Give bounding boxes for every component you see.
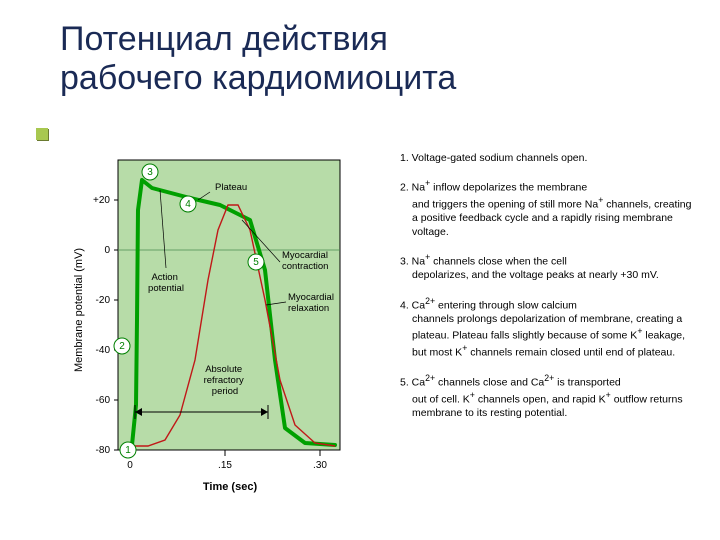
legend-text: 1. Voltage-gated sodium channels open. 2…: [400, 152, 700, 433]
svg-text:3: 3: [147, 167, 153, 178]
svg-text:Myocardial contraction: Myocardial contraction: [282, 250, 331, 272]
note-5: 5. Ca2+ channels close and Ca2+ is trans…: [400, 373, 700, 420]
svg-text:4: 4: [185, 199, 191, 210]
slide-bullet: [36, 128, 48, 140]
svg-text:.15: .15: [218, 460, 232, 471]
svg-text:Plateau: Plateau: [215, 182, 247, 193]
note-4: 4. Ca2+ entering through slow calciumcha…: [400, 296, 700, 360]
svg-text:-80: -80: [96, 445, 111, 456]
svg-text:0: 0: [104, 245, 110, 256]
note-1: 1. Voltage-gated sodium channels open.: [400, 152, 700, 165]
ap-chart: +20 0 -20 -40 -60 -80 Membrane potential…: [70, 150, 370, 510]
title-line-1: Потенциал действия: [60, 20, 388, 58]
svg-text:Membrane potential (mV): Membrane potential (mV): [73, 248, 85, 372]
svg-text:-40: -40: [96, 345, 111, 356]
page-title: Потенциал действия рабочего кардиомиоцит…: [60, 20, 456, 98]
svg-text:5: 5: [253, 257, 259, 268]
svg-text:+20: +20: [93, 195, 110, 206]
svg-text:0: 0: [127, 460, 133, 471]
svg-text:.30: .30: [313, 460, 327, 471]
svg-text:Action potential: Action potential: [148, 272, 184, 294]
svg-text:-60: -60: [96, 395, 111, 406]
title-line-2: рабочего кардиомиоцита: [60, 59, 456, 97]
svg-text:2: 2: [119, 341, 125, 352]
svg-text:-20: -20: [96, 295, 111, 306]
note-2: 2. Na+ inflow depolarizes the membranean…: [400, 178, 700, 239]
note-3: 3. Na+ channels close when the celldepol…: [400, 252, 700, 282]
svg-text:1: 1: [125, 445, 131, 456]
svg-text:Time (sec): Time (sec): [203, 481, 258, 493]
